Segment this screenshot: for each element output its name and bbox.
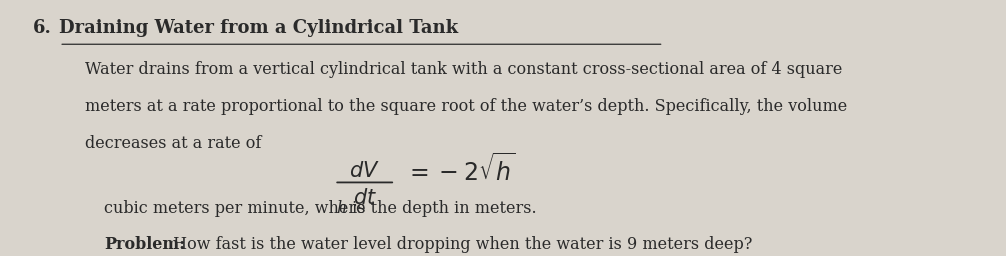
Text: How fast is the water level dropping when the water is 9 meters deep?: How fast is the water level dropping whe… <box>168 236 752 253</box>
Text: decreases at a rate of: decreases at a rate of <box>85 135 262 152</box>
Text: $dt$: $dt$ <box>353 188 377 208</box>
Text: Water drains from a vertical cylindrical tank with a constant cross-sectional ar: Water drains from a vertical cylindrical… <box>85 61 842 78</box>
Text: h: h <box>336 200 346 217</box>
Text: meters at a rate proportional to the square root of the water’s depth. Specifica: meters at a rate proportional to the squ… <box>85 98 847 115</box>
Text: cubic meters per minute, where: cubic meters per minute, where <box>104 200 370 217</box>
Text: is the depth in meters.: is the depth in meters. <box>347 200 536 217</box>
Text: Problem:: Problem: <box>104 236 185 253</box>
Text: Draining Water from a Cylindrical Tank: Draining Water from a Cylindrical Tank <box>59 19 459 37</box>
Text: $dV$: $dV$ <box>349 161 380 181</box>
Text: $= -2\sqrt{h}$: $= -2\sqrt{h}$ <box>404 154 515 186</box>
Text: 6.: 6. <box>32 19 51 37</box>
